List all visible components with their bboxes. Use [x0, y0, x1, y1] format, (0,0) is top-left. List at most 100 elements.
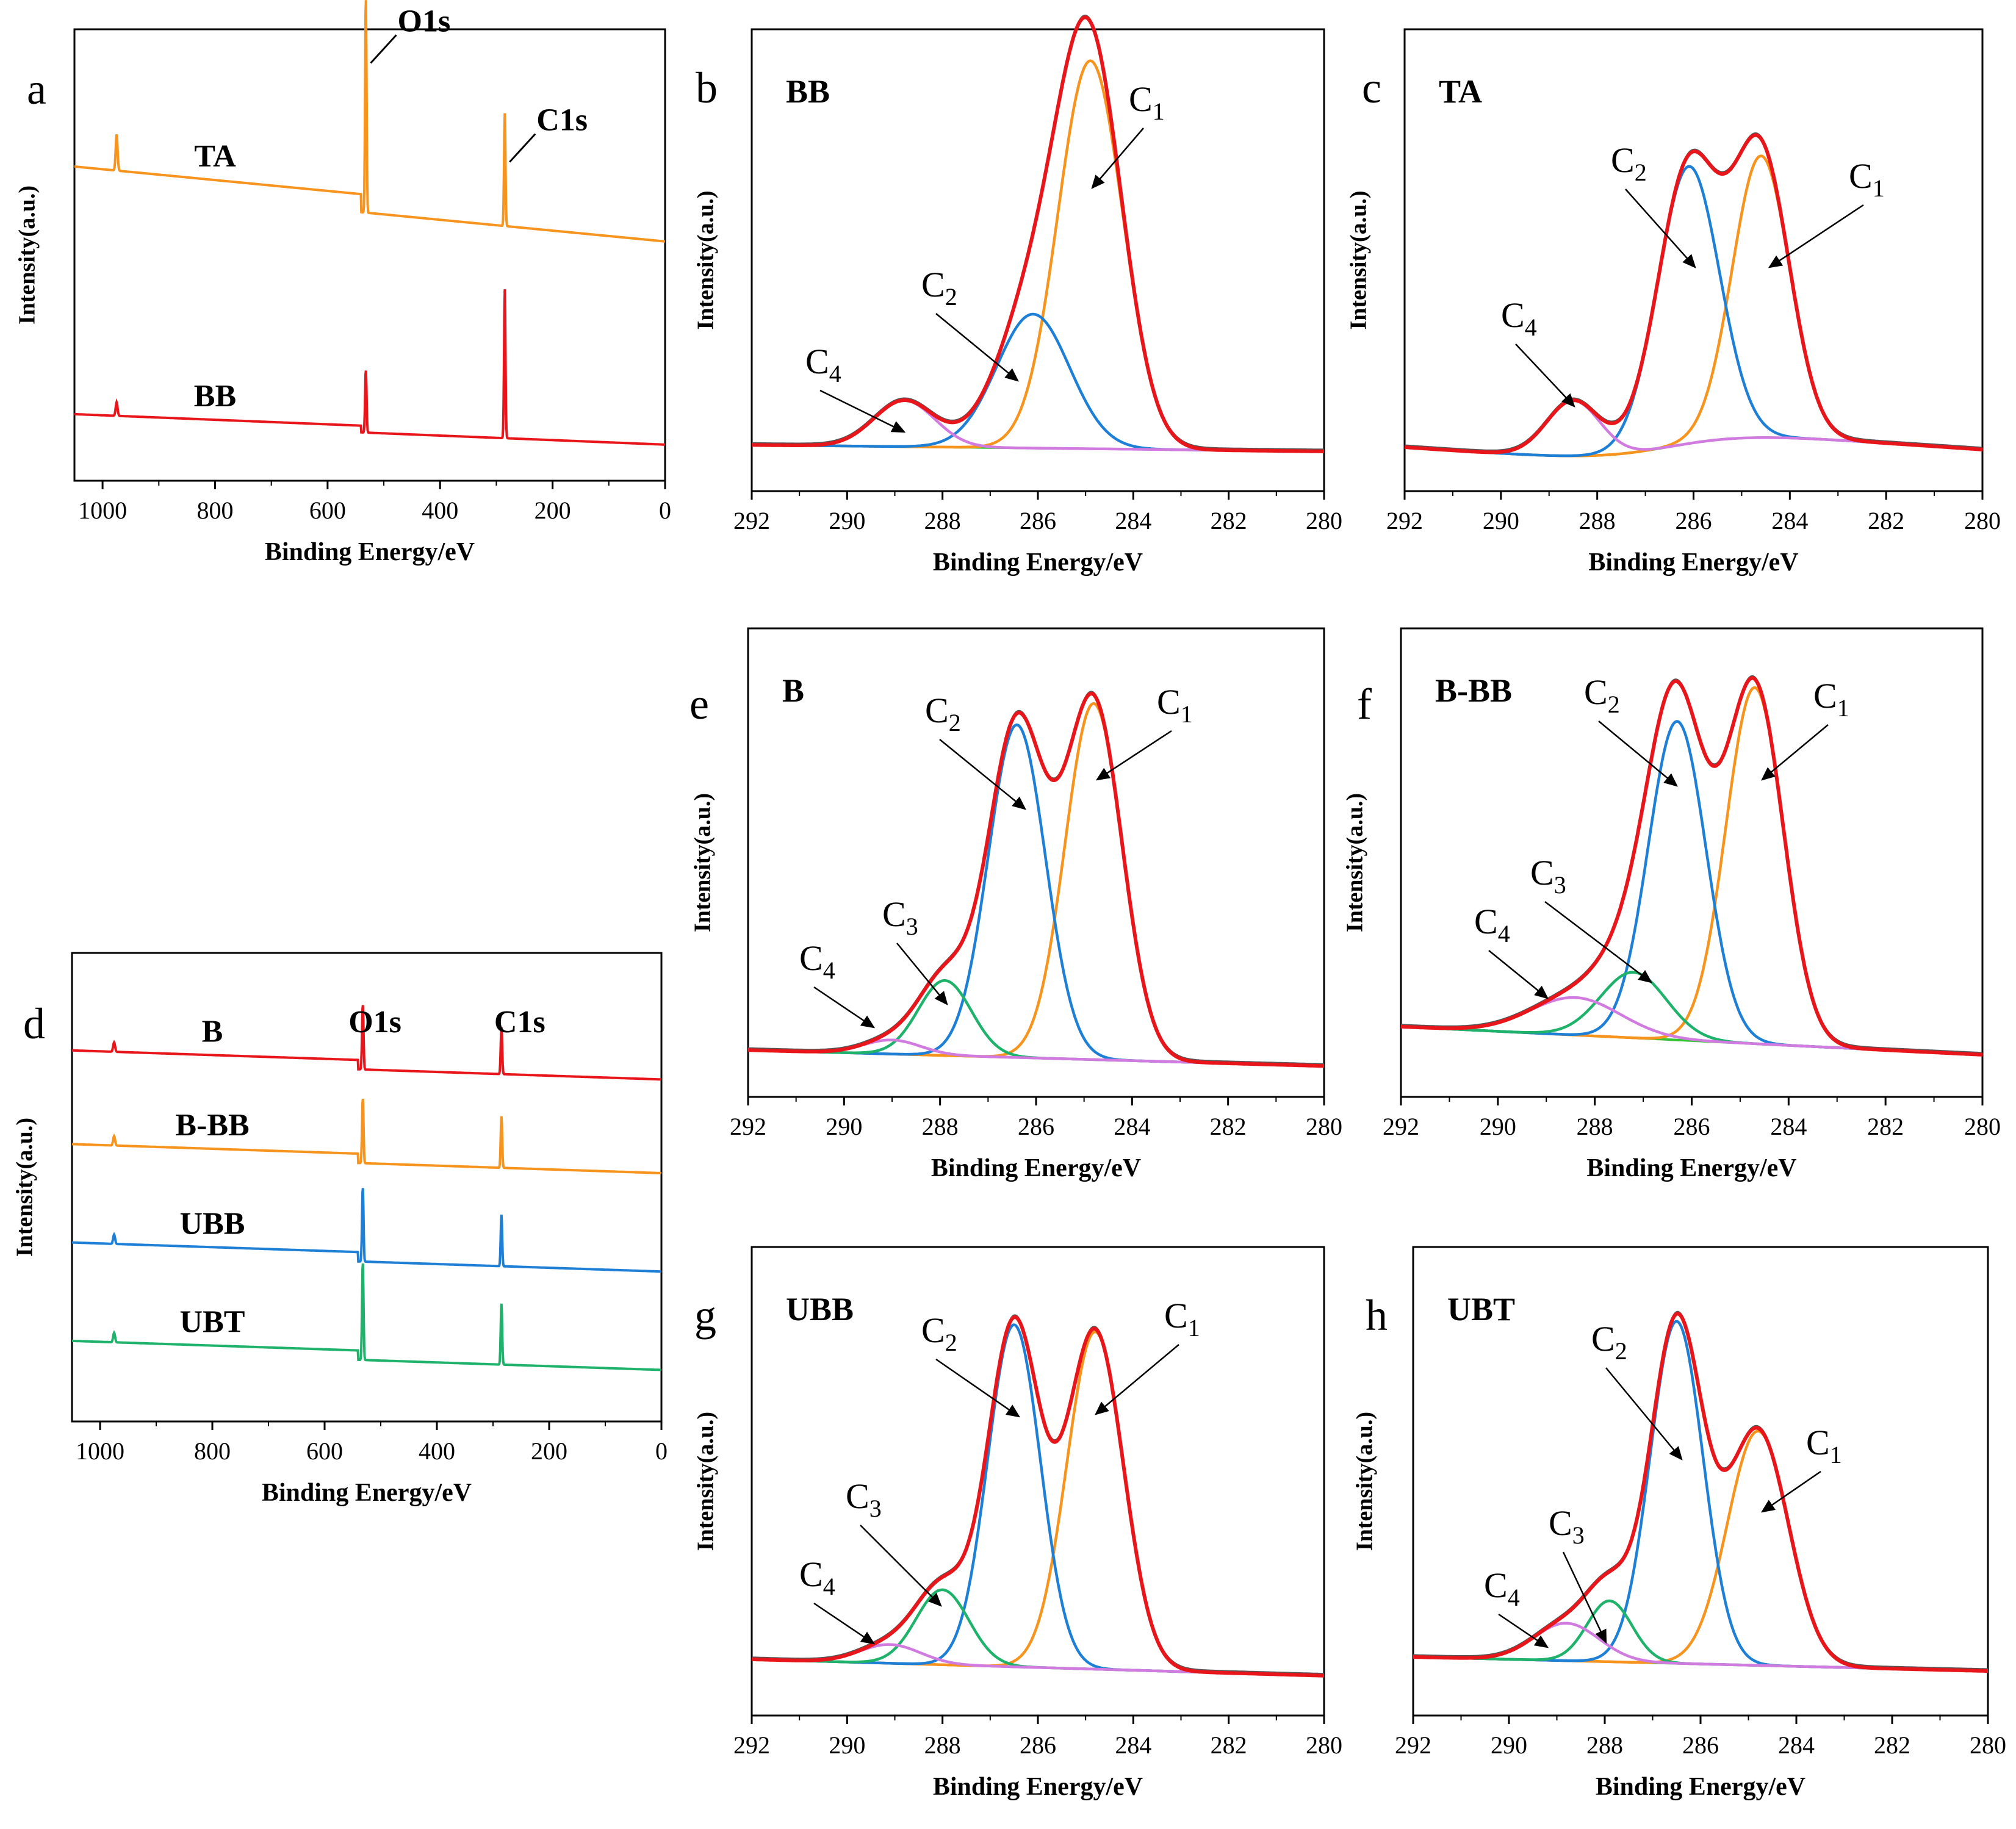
component-c1-line	[1404, 154, 1983, 458]
x-tick-label: 0	[655, 1437, 668, 1465]
component-arrow	[860, 1525, 942, 1607]
x-tick-label: 400	[422, 497, 458, 524]
panel-letter: f	[1357, 680, 1372, 728]
x-tick-label: 290	[826, 1113, 862, 1140]
component-arrow	[1515, 343, 1575, 408]
series-label: TA	[194, 139, 236, 174]
sample-label: UBT	[1447, 1291, 1515, 1328]
x-tick-label: 292	[730, 1113, 766, 1140]
component-arrow	[819, 389, 906, 433]
y-axis-label: Intensity(a.u.)	[1342, 793, 1368, 932]
component-c3-line	[1400, 971, 1983, 1057]
x-tick-label: 290	[1491, 1731, 1527, 1759]
component-label: C1	[1813, 676, 1849, 722]
survey-line-b-bb	[71, 1098, 662, 1174]
component-c1-line	[751, 1330, 1324, 1677]
x-tick-label: 292	[1386, 507, 1423, 534]
component-c4-line	[1413, 1622, 1988, 1673]
component-arrow	[1760, 1470, 1821, 1513]
survey-line-b	[71, 1005, 662, 1081]
component-label: C4	[805, 342, 841, 387]
x-tick-label: 800	[194, 1437, 231, 1465]
component-c1-line	[748, 702, 1324, 1068]
x-tick-label: 284	[1770, 1113, 1807, 1140]
component-arrow	[1761, 724, 1829, 781]
x-axis-label: Binding Energy/eV	[1588, 548, 1798, 577]
x-axis-label: Binding Energy/eV	[1586, 1154, 1796, 1182]
component-c1-line	[752, 59, 1324, 453]
x-tick-label: 280	[1306, 1731, 1342, 1759]
sample-label: BB	[786, 73, 830, 110]
sample-label: B	[782, 672, 804, 709]
component-label: C1	[1164, 1296, 1200, 1342]
x-tick-label: 284	[1115, 507, 1151, 534]
survey-line-bb	[74, 289, 665, 446]
x-tick-label: 288	[1577, 1113, 1613, 1140]
component-c3-line	[748, 979, 1324, 1068]
component-arrow	[935, 313, 1019, 382]
y-axis-label: Intensity(a.u.)	[1352, 1412, 1378, 1551]
panel-a: 1000 800 600 400 200 0 Binding Energy/eV Intens…	[15, 0, 671, 566]
x-tick-label: 288	[924, 1731, 961, 1759]
plot-frame	[1403, 28, 1984, 492]
x-axis-label: Binding Energy/eV	[1596, 1773, 1805, 1801]
component-c1-line	[1400, 686, 1983, 1057]
sample-label: B-BB	[1435, 672, 1512, 709]
x-tick-label: 282	[1210, 1113, 1247, 1140]
component-arrow	[1605, 1367, 1683, 1461]
component-label: C1	[1806, 1423, 1842, 1468]
x-axis-label: Binding Energy/eV	[933, 1773, 1143, 1801]
x-tick-label: 292	[733, 507, 770, 534]
fitted-envelope-line	[1401, 676, 1983, 1057]
panel-f: 292 290 288 286 284 282 280 Binding Energy/eV In…	[1342, 627, 2001, 1182]
component-label: C4	[1501, 295, 1537, 341]
panel-letter: a	[27, 65, 46, 113]
x-tick-label: 600	[306, 1437, 343, 1465]
component-label: C4	[1474, 902, 1510, 947]
series-label: B	[202, 1014, 223, 1049]
x-tick-label: 0	[659, 497, 671, 524]
x-tick-label: 400	[419, 1437, 455, 1465]
component-label: C2	[1584, 672, 1620, 718]
component-arrow	[1095, 1344, 1179, 1415]
plot-frame	[73, 28, 666, 482]
x-tick-label: 600	[309, 497, 346, 524]
component-label: C3	[882, 894, 918, 940]
panel-letter: b	[696, 63, 718, 112]
panel-letter: e	[689, 680, 709, 728]
component-arrow	[1768, 204, 1864, 268]
component-label: C3	[1549, 1503, 1585, 1549]
x-tick-label: 286	[1682, 1731, 1719, 1759]
series-label: BB	[194, 379, 236, 414]
x-tick-label: 800	[196, 497, 233, 524]
x-axis-label: Binding Energy/eV	[931, 1154, 1141, 1182]
component-label: C4	[1484, 1565, 1520, 1611]
component-arrow	[1562, 1551, 1607, 1644]
component-label: C2	[925, 691, 961, 736]
peak-label: C1s	[536, 102, 588, 137]
x-tick-label: 282	[1874, 1731, 1910, 1759]
component-arrow	[935, 1358, 1021, 1418]
y-axis-label: Intensity(a.u.)	[15, 185, 40, 325]
component-label: C1	[1129, 79, 1165, 125]
fitted-envelope-line	[1413, 1312, 1988, 1673]
series-label: B-BB	[175, 1108, 249, 1143]
panel-letter: g	[694, 1291, 716, 1340]
panel-g: 292 290 288 286 284 282 280 Binding Energy/eV In…	[693, 1246, 1342, 1801]
x-tick-label: 280	[1970, 1731, 2006, 1759]
x-tick-label: 286	[1020, 507, 1056, 534]
x-tick-label: 290	[829, 1731, 865, 1759]
sample-label: UBB	[786, 1291, 854, 1328]
component-c2-line	[1413, 1320, 1988, 1673]
x-tick-label: 284	[1114, 1113, 1150, 1140]
y-axis-label: Intensity(a.u.)	[12, 1118, 38, 1257]
panel-c: 292 290 288 286 284 282 280 Binding Energy/eV In…	[1346, 28, 2001, 577]
panel-letter: c	[1362, 63, 1381, 112]
x-axis-label: Binding Energy/eV	[262, 1479, 472, 1507]
x-tick-label: 286	[1676, 507, 1712, 534]
component-arrow	[1095, 730, 1172, 781]
component-arrow	[1498, 1613, 1549, 1648]
y-axis-label: Intensity(a.u.)	[1346, 190, 1372, 329]
x-tick-label: 280	[1306, 1113, 1342, 1140]
